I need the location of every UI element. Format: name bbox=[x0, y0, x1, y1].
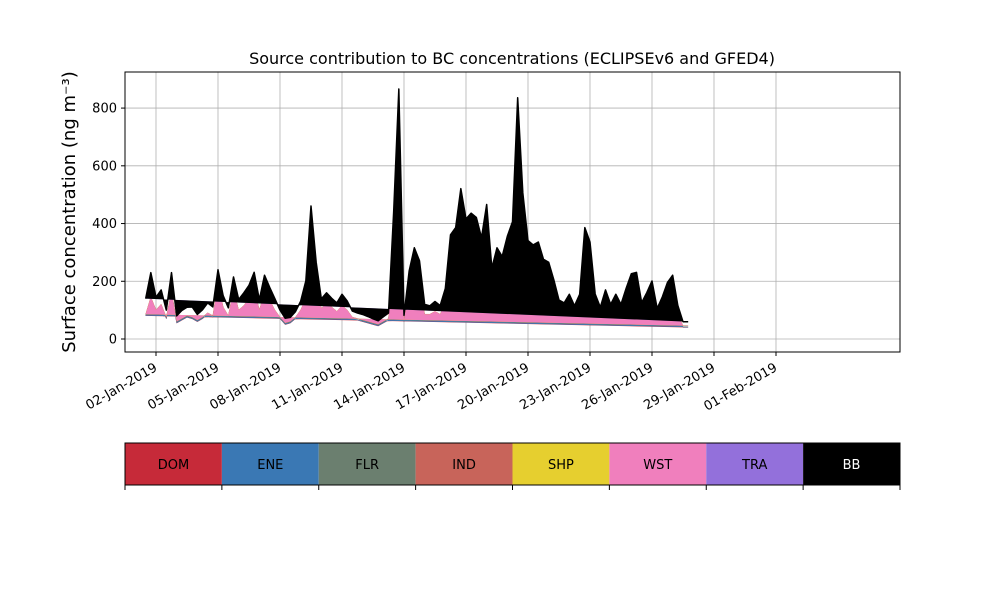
legend-label-ene: ENE bbox=[257, 458, 283, 473]
legend-label-flr: FLR bbox=[355, 458, 379, 473]
legend-swatch-ind bbox=[415, 443, 513, 485]
total-line bbox=[144, 88, 689, 323]
plot-frame bbox=[124, 71, 901, 353]
legend-swatch-bb bbox=[803, 443, 900, 485]
legend-swatch-flr bbox=[318, 443, 416, 485]
legend-swatch-ene bbox=[221, 443, 319, 485]
legend-label-ind: IND bbox=[452, 458, 476, 473]
legend-swatch-shp bbox=[512, 443, 610, 485]
legend-label-tra: TRA bbox=[741, 458, 767, 473]
legend-colorbar: DOM ENE FLR IND SHP WST TRA BB bbox=[124, 442, 901, 490]
area-bb bbox=[145, 89, 689, 322]
y-tick-label: 600 bbox=[92, 159, 117, 174]
legend-label-shp: SHP bbox=[548, 458, 574, 473]
stacked-areas bbox=[144, 88, 689, 328]
y-axis-label: Surface concentration (ng m⁻³) bbox=[59, 71, 80, 353]
y-tick-label: 200 bbox=[92, 275, 117, 290]
legend-swatch-dom bbox=[125, 443, 222, 485]
legend-label-dom: DOM bbox=[158, 458, 189, 473]
legend-swatch-tra bbox=[706, 443, 804, 485]
legend-label-wst: WST bbox=[643, 458, 672, 473]
y-tick-label: 0 bbox=[109, 333, 117, 348]
legend-label-bb: BB bbox=[843, 458, 861, 473]
legend-swatch-wst bbox=[609, 443, 707, 485]
y-tick-label: 400 bbox=[92, 217, 117, 232]
chart-title: Source contribution to BC concentrations… bbox=[249, 49, 775, 68]
y-axis-ticks: 0 200 400 600 800 bbox=[92, 102, 125, 348]
y-tick-label: 800 bbox=[92, 102, 117, 117]
